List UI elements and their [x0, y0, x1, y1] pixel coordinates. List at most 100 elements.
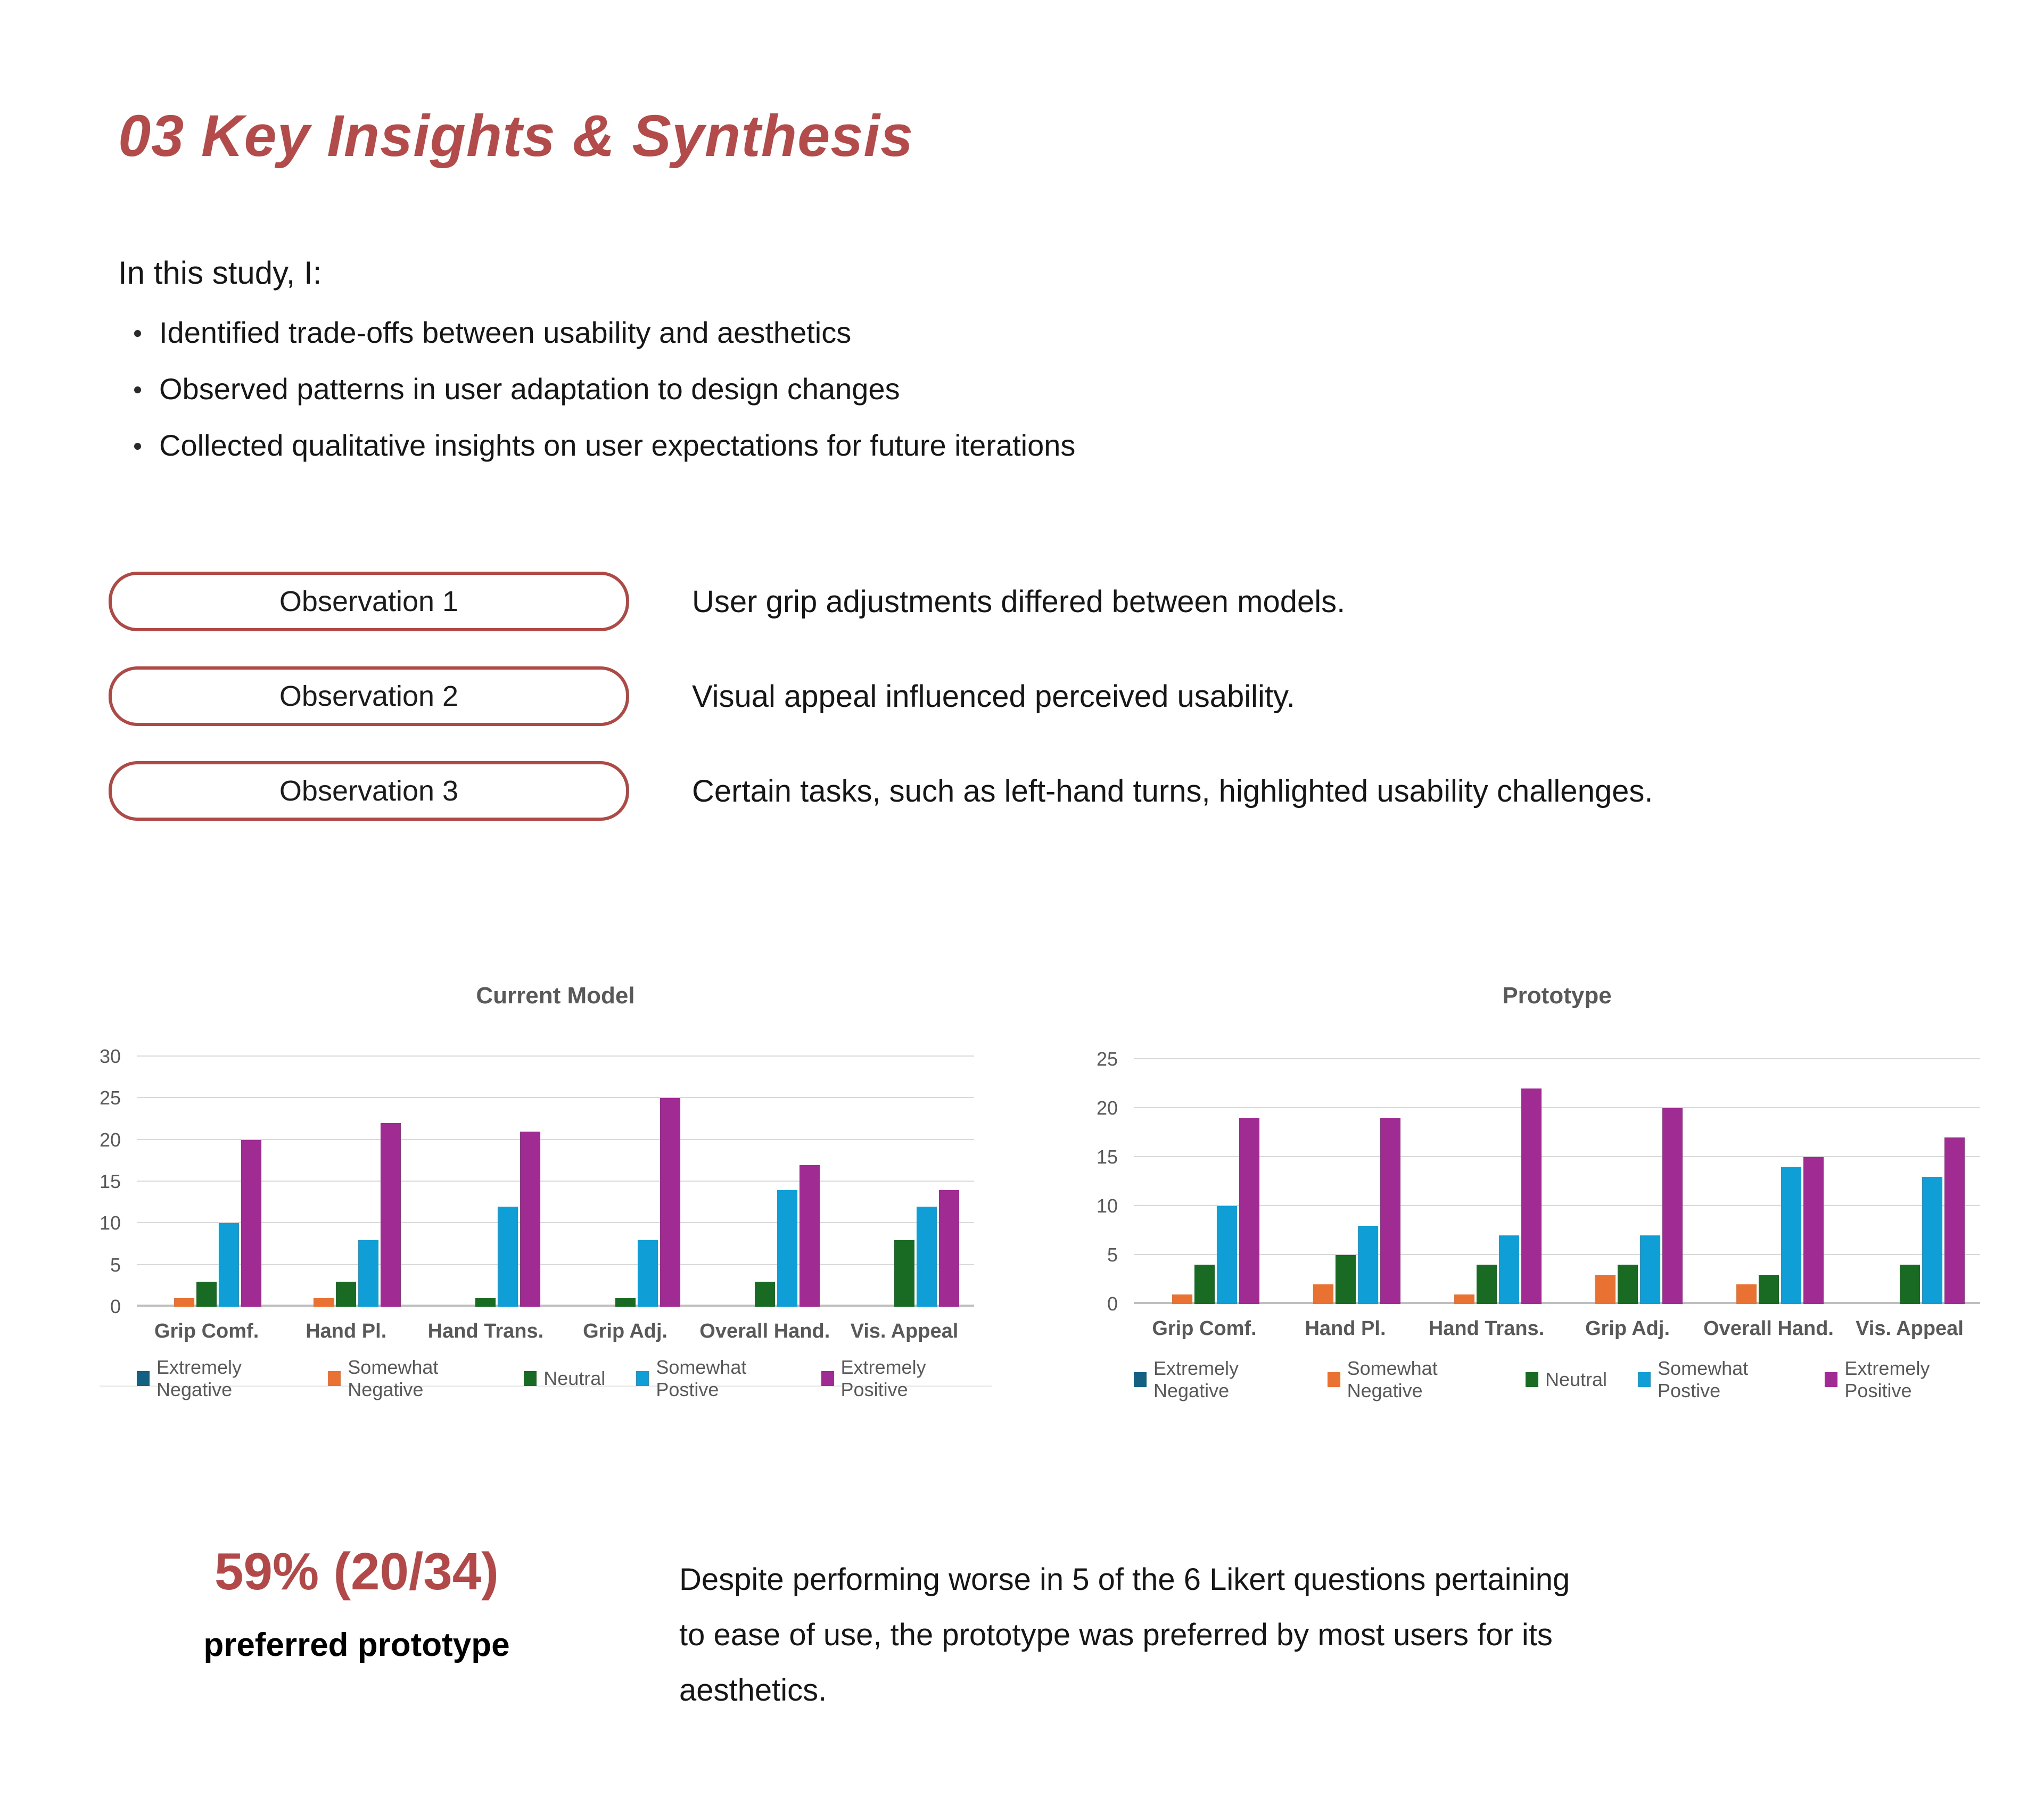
gridline	[137, 1181, 974, 1182]
intro-lead: In this study, I:	[118, 255, 322, 291]
bar-somewhat-postive	[916, 1207, 937, 1307]
legend-swatch-icon	[137, 1371, 150, 1386]
bar-neutral	[754, 1282, 775, 1307]
bar-neutral	[336, 1282, 357, 1307]
observation-2-button[interactable]: Observation 2	[109, 666, 629, 726]
preference-stat-block: 59% (20/34) preferred prototype	[178, 1541, 535, 1664]
legend-swatch-icon	[636, 1371, 649, 1386]
gridline	[1134, 1302, 1980, 1304]
observation-2-text: Visual appeal influenced perceived usabi…	[692, 679, 1295, 714]
bullet-dot-icon	[134, 329, 141, 337]
observation-1-button[interactable]: Observation 1	[109, 572, 629, 631]
legend-swatch-icon	[328, 1371, 341, 1386]
bar-neutral	[1476, 1265, 1497, 1304]
observation-row-3: Observation 3 Certain tasks, such as lef…	[0, 761, 2044, 821]
legend-item-extremely-negative: Extremely Negative	[137, 1356, 297, 1401]
bar-somewhat-postive	[777, 1190, 797, 1307]
observation-1-text: User grip adjustments differed between m…	[692, 584, 1346, 619]
category-label: Hand Pl.	[306, 1320, 387, 1342]
observation-3-button[interactable]: Observation 3	[109, 761, 629, 821]
bar-extremely-positive	[1803, 1157, 1824, 1304]
legend-item-extremely-negative: Extremely Negative	[1134, 1357, 1297, 1402]
bullet-text: Identified trade-offs between usability …	[159, 315, 852, 349]
category-axis: Grip Comf. Hand Pl. Hand Trans. Grip Adj. Ov…	[137, 1320, 974, 1343]
legend-swatch-icon	[1525, 1372, 1538, 1387]
bullet-dot-icon	[134, 442, 141, 450]
bar-neutral	[196, 1282, 217, 1307]
gridline	[1134, 1107, 1980, 1108]
y-axis-tick-label: 0	[110, 1296, 121, 1317]
finding-description: Despite performing worse in 5 of the 6 L…	[679, 1552, 1845, 1718]
bar-neutral	[1617, 1265, 1638, 1304]
bar-somewhat-negative	[1736, 1284, 1757, 1304]
bar-somewhat-postive	[1216, 1206, 1237, 1304]
category-label: Overall Hand.	[699, 1320, 830, 1342]
bullet-item: Observed patterns in user adaptation to …	[134, 372, 1075, 406]
y-axis-tick-label: 5	[1107, 1244, 1118, 1266]
bar-group-overall-hand-	[1698, 1059, 1839, 1304]
bar-group-overall-hand-	[695, 1057, 835, 1307]
bar-extremely-positive	[1662, 1108, 1683, 1304]
category-label: Overall Hand.	[1703, 1317, 1834, 1340]
legend-swatch-icon	[821, 1371, 834, 1386]
bar-group-grip-comf-	[137, 1057, 276, 1307]
bar-extremely-positive	[520, 1132, 541, 1307]
legend-label: Extremely Negative	[1153, 1357, 1239, 1401]
legend-label: Somewhat Postive	[656, 1356, 747, 1400]
bullet-item: Identified trade-offs between usability …	[134, 315, 1075, 349]
y-axis-tick-label: 15	[1096, 1146, 1118, 1168]
category-label: Grip Comf.	[1152, 1317, 1257, 1340]
bar-extremely-positive	[1944, 1137, 1965, 1304]
category-axis: Grip Comf. Hand Pl. Hand Trans. Grip Adj. Ov…	[1134, 1317, 1980, 1340]
bar-group-hand-trans-	[1416, 1059, 1557, 1304]
bar-extremely-positive	[241, 1140, 262, 1307]
y-axis-tick-label: 30	[99, 1045, 121, 1067]
bar-group-grip-adj-	[556, 1057, 695, 1307]
bar-neutral	[1194, 1265, 1215, 1304]
gridline	[1134, 1058, 1980, 1059]
chart-title: Prototype	[1502, 983, 1612, 1009]
legend-item-somewhat-negative: Somewhat Negative	[328, 1356, 493, 1401]
bar-somewhat-postive	[1781, 1167, 1801, 1304]
gridline	[137, 1305, 974, 1307]
category-label: Grip Adj.	[583, 1320, 668, 1342]
bullet-text: Collected qualitative insights on user e…	[159, 428, 1076, 462]
bar-group-hand-pl-	[1275, 1059, 1416, 1304]
bar-somewhat-postive	[637, 1240, 658, 1307]
observation-row-1: Observation 1 User grip adjustments diff…	[0, 572, 2044, 631]
legend-item-extremely-positive: Extremely Positive	[821, 1356, 974, 1401]
bar-extremely-positive	[1380, 1118, 1400, 1304]
bar-somewhat-negative	[1313, 1284, 1333, 1304]
finding-description-line: Despite performing worse in 5 of the 6 L…	[679, 1562, 1570, 1597]
bars-layer	[137, 1057, 974, 1307]
legend-item-neutral: Neutral	[524, 1356, 605, 1401]
bar-extremely-positive	[1521, 1088, 1542, 1304]
bar-group-vis-appeal	[835, 1057, 974, 1307]
legend-label: Somewhat Negative	[348, 1356, 439, 1400]
bar-somewhat-postive	[1498, 1235, 1519, 1304]
y-axis-tick-label: 5	[110, 1253, 121, 1276]
bar-group-hand-pl-	[276, 1057, 416, 1307]
legend-label: Neutral	[1545, 1368, 1608, 1390]
gridline	[1134, 1254, 1980, 1255]
y-axis-tick-label: 20	[1096, 1097, 1118, 1119]
category-label: Hand Pl.	[1305, 1317, 1386, 1340]
bars-layer	[1134, 1059, 1980, 1304]
category-label: Grip Adj.	[1585, 1317, 1670, 1340]
bar-neutral	[475, 1298, 496, 1307]
stat-caption: preferred prototype	[203, 1627, 510, 1663]
legend-label: Extremely Positive	[1844, 1357, 1930, 1401]
bar-somewhat-postive	[1922, 1176, 1942, 1304]
gridline	[137, 1055, 974, 1057]
bullet-text: Observed patterns in user adaptation to …	[159, 372, 900, 406]
category-label: Hand Trans.	[427, 1320, 544, 1342]
bar-neutral	[1335, 1255, 1356, 1304]
bar-extremely-positive	[660, 1098, 680, 1307]
bar-extremely-positive	[1239, 1118, 1259, 1304]
chart-title: Current Model	[476, 983, 635, 1009]
bar-group-hand-trans-	[416, 1057, 555, 1307]
bar-somewhat-postive	[1357, 1225, 1378, 1304]
page-title: 03 Key Insights & Synthesis	[118, 103, 914, 169]
legend-swatch-icon	[1825, 1372, 1838, 1387]
stat-value: 59% (20/34)	[215, 1542, 499, 1601]
